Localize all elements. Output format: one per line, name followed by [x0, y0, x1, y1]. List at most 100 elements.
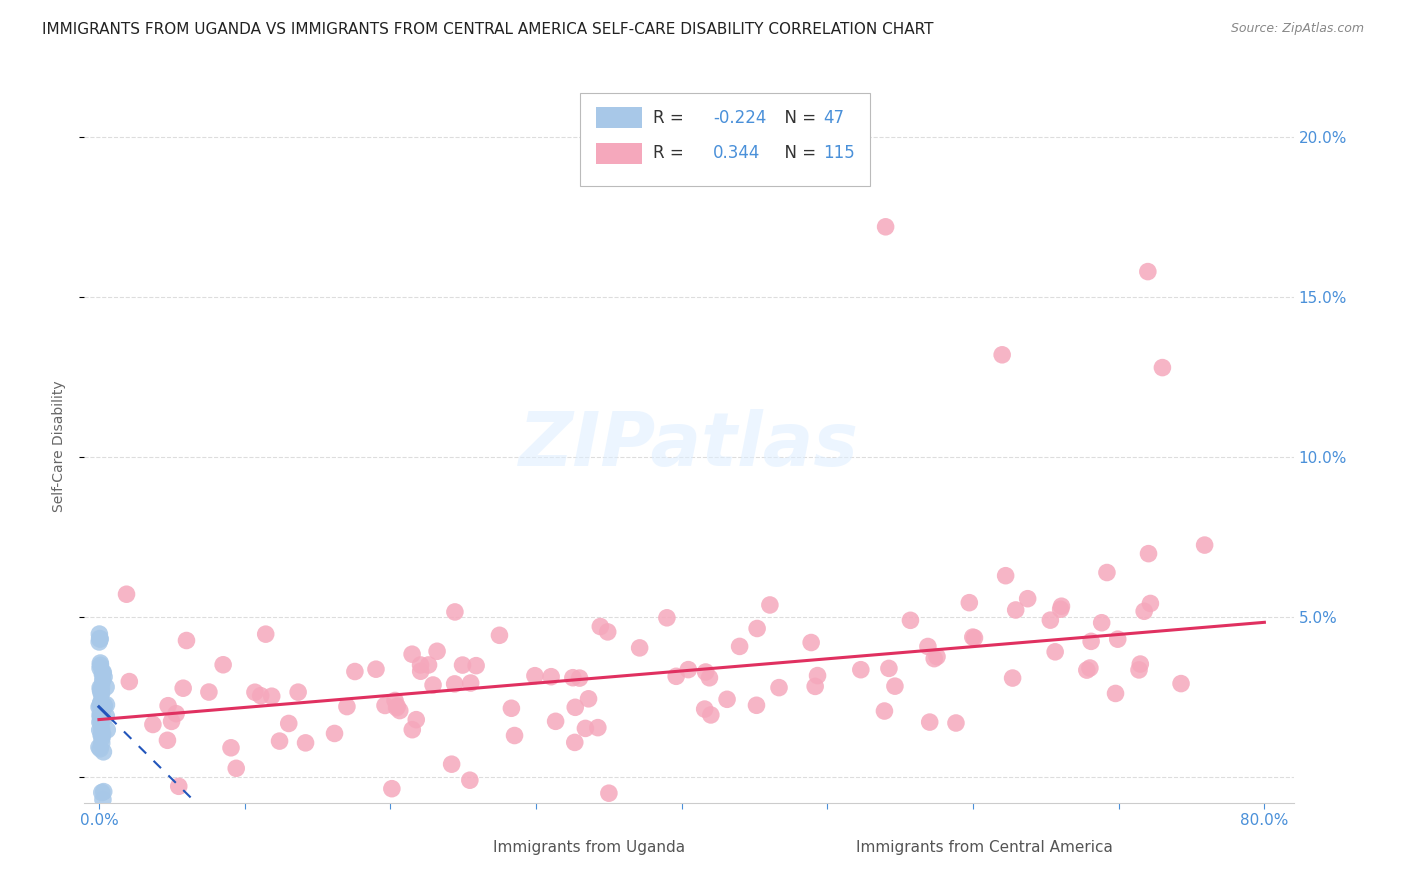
Point — [91, 727, 114, 741]
Point — [1139, 597, 1161, 611]
Point — [93, 745, 115, 759]
FancyBboxPatch shape — [581, 93, 870, 186]
Point — [422, 678, 444, 692]
Point — [628, 640, 651, 655]
Point — [700, 708, 723, 723]
Point — [1136, 264, 1159, 278]
Point — [96, 698, 118, 712]
Point — [87, 740, 110, 755]
Point — [426, 644, 449, 658]
Point — [488, 628, 510, 642]
Point — [1080, 634, 1102, 648]
Point — [917, 640, 939, 654]
Point — [225, 761, 247, 775]
Point — [90, 722, 112, 736]
Point — [655, 611, 678, 625]
Point — [1050, 599, 1073, 614]
Point — [1152, 360, 1174, 375]
Point — [1078, 661, 1101, 675]
Text: -0.224: -0.224 — [713, 109, 766, 127]
Point — [93, 670, 115, 684]
Point — [198, 685, 221, 699]
Point — [728, 640, 751, 654]
Text: R =: R = — [652, 109, 689, 127]
Point — [925, 649, 948, 664]
Point — [176, 633, 198, 648]
Point — [93, 784, 115, 798]
Point — [93, 698, 115, 713]
Point — [385, 700, 408, 714]
Point — [1091, 615, 1114, 630]
Point — [90, 716, 112, 731]
Point — [115, 587, 138, 601]
Point — [768, 681, 790, 695]
Point — [91, 665, 114, 680]
Point — [1001, 671, 1024, 685]
Point — [294, 736, 316, 750]
Point — [249, 689, 271, 703]
Point — [806, 668, 828, 682]
Point — [1128, 663, 1150, 677]
Point — [716, 692, 738, 706]
Point — [118, 674, 141, 689]
Point — [89, 632, 111, 646]
FancyBboxPatch shape — [596, 107, 641, 128]
Point — [945, 716, 967, 731]
Point — [501, 701, 523, 715]
Point — [994, 568, 1017, 582]
Point — [90, 687, 112, 701]
Point — [96, 723, 118, 737]
Point — [142, 717, 165, 731]
Text: Source: ZipAtlas.com: Source: ZipAtlas.com — [1230, 22, 1364, 36]
Point — [90, 685, 112, 699]
Point — [1133, 604, 1156, 618]
Point — [568, 671, 591, 685]
Point — [260, 690, 283, 704]
Point — [90, 728, 112, 742]
Point — [849, 663, 872, 677]
Point — [89, 658, 111, 673]
Point — [212, 657, 235, 672]
Point — [1104, 686, 1126, 700]
Point — [89, 661, 111, 675]
Point — [384, 693, 406, 707]
Point — [465, 658, 488, 673]
Point — [89, 656, 111, 670]
Point — [156, 733, 179, 747]
Point — [962, 630, 984, 644]
Point — [745, 698, 768, 713]
Point — [561, 671, 583, 685]
Point — [665, 669, 688, 683]
Point — [1043, 645, 1066, 659]
Point — [89, 741, 111, 756]
Point — [167, 780, 190, 794]
Point — [87, 700, 110, 714]
Point — [745, 622, 768, 636]
Point — [418, 657, 440, 672]
Point — [460, 676, 482, 690]
Point — [89, 635, 111, 649]
Point — [440, 757, 463, 772]
Point — [388, 704, 411, 718]
Point — [1129, 657, 1152, 671]
Point — [1017, 591, 1039, 606]
Point — [96, 709, 118, 723]
Point — [451, 658, 474, 673]
Point — [269, 734, 291, 748]
Point — [90, 707, 112, 722]
Point — [94, 680, 117, 694]
Point — [1107, 632, 1129, 647]
Point — [804, 679, 827, 693]
Point — [374, 698, 396, 713]
Point — [89, 632, 111, 646]
Point — [503, 729, 526, 743]
Y-axis label: Self-Care Disability: Self-Care Disability — [52, 380, 66, 512]
Text: 0.344: 0.344 — [713, 145, 761, 162]
Point — [160, 714, 183, 729]
Point — [90, 785, 112, 799]
Point — [918, 715, 941, 730]
Point — [90, 695, 112, 709]
Point — [364, 662, 387, 676]
Text: N =: N = — [773, 145, 821, 162]
Point — [91, 731, 114, 745]
